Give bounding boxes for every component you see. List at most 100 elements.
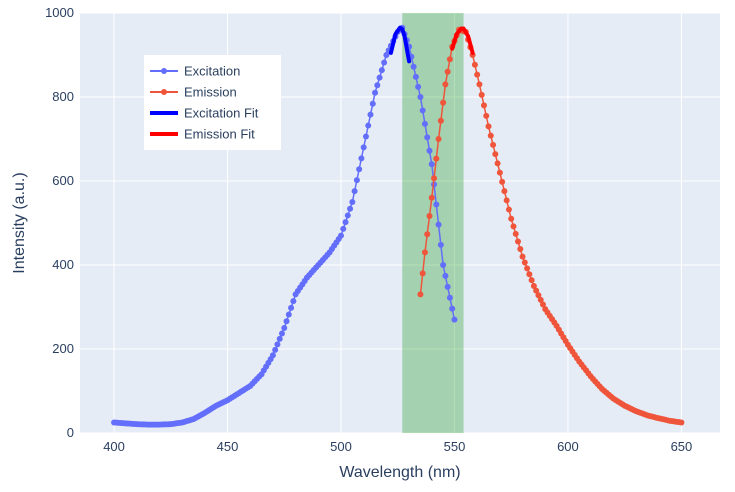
x-tick-label: 500: [330, 439, 352, 454]
series-excitation-fit: [388, 25, 412, 64]
legend-label: Excitation Fit: [184, 106, 259, 121]
data-point: [344, 212, 351, 219]
axes: 400 450 500 550 600 650 0 200 400 600 800 1000: [45, 5, 692, 454]
x-tick-label: 600: [557, 439, 579, 454]
data-point: [519, 253, 526, 260]
series-emission: [417, 26, 685, 426]
data-point: [471, 61, 478, 68]
data-point: [358, 155, 365, 162]
data-point: [437, 241, 444, 248]
data-point: [437, 117, 444, 124]
data-point: [483, 112, 490, 119]
data-point: [360, 144, 367, 151]
data-point: [424, 134, 431, 141]
legend-item-emission-fit[interactable]: Emission Fit: [150, 127, 255, 142]
data-point: [444, 283, 451, 290]
data-point: [347, 205, 354, 212]
data-point: [442, 81, 449, 88]
y-tick-label: 200: [52, 341, 74, 356]
y-tick-label: 800: [52, 89, 74, 104]
data-point: [288, 304, 295, 311]
data-point: [474, 71, 481, 78]
x-tick-label: 550: [444, 439, 466, 454]
data-point: [535, 292, 542, 299]
data-point: [526, 271, 533, 278]
data-point: [487, 132, 494, 139]
data-point: [419, 107, 426, 114]
data-point: [428, 194, 435, 201]
y-tick-label: 0: [67, 425, 74, 440]
legend-swatch-marker: [161, 68, 167, 74]
data-point: [369, 100, 376, 107]
data-point: [451, 316, 458, 323]
data-point: [476, 81, 483, 88]
data-point: [417, 94, 424, 100]
data-point: [383, 52, 390, 58]
data-point: [381, 59, 388, 66]
data-point: [503, 197, 510, 204]
data-point: [496, 169, 503, 176]
data-point: [274, 341, 281, 348]
data-point: [435, 136, 442, 142]
data-point: [410, 63, 417, 70]
highlight-band: [402, 13, 464, 433]
data-point: [537, 296, 544, 303]
data-point: [440, 99, 447, 106]
data-point: [349, 199, 356, 205]
data-point: [365, 122, 372, 129]
data-point: [501, 188, 508, 195]
data-point: [435, 221, 442, 228]
data-point: [269, 352, 276, 359]
data-point: [492, 151, 499, 158]
data-point: [512, 230, 519, 237]
data-point: [276, 335, 283, 342]
data-point: [478, 91, 485, 98]
data-point: [515, 238, 522, 245]
data-point: [530, 283, 537, 289]
legend-label: Excitation: [184, 64, 240, 79]
series-excitation: [111, 24, 458, 428]
fit-line: [388, 25, 412, 64]
data-point: [521, 259, 528, 266]
y-axis-title: Intensity (a.u.): [11, 172, 28, 273]
fit-line: [450, 26, 475, 55]
data-point: [449, 305, 456, 312]
data-point: [424, 231, 431, 238]
highlight-band-layer: [402, 13, 464, 433]
data-point: [290, 298, 297, 305]
data-point: [272, 346, 279, 353]
data-point: [356, 166, 363, 173]
legend-item-excitation-fit[interactable]: Excitation Fit: [150, 106, 259, 121]
data-point: [283, 318, 290, 325]
data-point: [446, 294, 453, 301]
legend-swatch-marker: [161, 89, 167, 95]
legend-label: Emission: [184, 85, 237, 100]
legend-item-emission[interactable]: Emission: [150, 85, 237, 100]
data-point: [440, 262, 447, 268]
data-point: [281, 325, 288, 331]
legend-label: Emission Fit: [184, 127, 255, 142]
data-point: [353, 177, 360, 184]
data-point: [426, 213, 433, 219]
x-tick-label: 450: [217, 439, 239, 454]
data-point: [376, 74, 383, 81]
data-point: [417, 291, 424, 298]
data-point: [431, 175, 438, 182]
data-point: [367, 111, 374, 118]
y-tick-label: 600: [52, 173, 74, 188]
y-tick-label: 400: [52, 257, 74, 272]
data-point: [485, 123, 492, 130]
data-point: [285, 311, 292, 318]
data-point: [442, 272, 449, 279]
data-point: [374, 82, 381, 89]
x-tick-label: 400: [103, 439, 125, 454]
series-emission-fit: [450, 26, 475, 55]
data-point: [337, 232, 344, 239]
data-point: [480, 102, 487, 109]
data-point: [678, 419, 685, 426]
data-point: [539, 301, 546, 308]
legend-item-excitation[interactable]: Excitation: [150, 64, 240, 79]
legend[interactable]: Excitation Emission Excitation Fit Emission…: [144, 55, 281, 150]
x-tick-label: 650: [671, 439, 693, 454]
